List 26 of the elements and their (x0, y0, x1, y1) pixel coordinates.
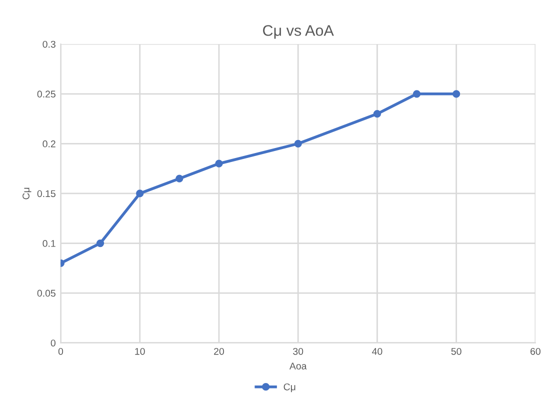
x-axis-title: Aoa (289, 362, 307, 370)
point (294, 140, 302, 148)
x-tick-label: 0 (58, 348, 64, 355)
legend-label: Cμ (284, 383, 296, 392)
x-tick-label: 60 (530, 348, 540, 355)
chart-title: Cμ vs AoA (263, 25, 334, 39)
y-tick-label: 0.15 (37, 190, 56, 198)
point (373, 110, 382, 118)
x-tick-label: 40 (372, 348, 382, 355)
y-tick-label: 0.25 (37, 90, 56, 98)
y-tick-label: 0 (50, 340, 56, 346)
point (176, 174, 184, 182)
x-tick-label: 50 (451, 348, 462, 355)
point (136, 190, 144, 198)
x-tick-label: 10 (135, 348, 145, 355)
point (412, 90, 421, 98)
point (452, 90, 460, 98)
y-tick-label: 0.3 (42, 40, 56, 48)
point (96, 239, 104, 248)
y-axis-title: Cμ (22, 188, 32, 200)
x-tick-label: 20 (214, 348, 224, 355)
point (215, 160, 223, 168)
y-tick-label: 0.1 (42, 240, 56, 247)
y-tick-label: 0.2 (42, 140, 56, 148)
y-tick-label: 0.05 (37, 290, 56, 297)
x-tick-label: 30 (293, 348, 304, 355)
